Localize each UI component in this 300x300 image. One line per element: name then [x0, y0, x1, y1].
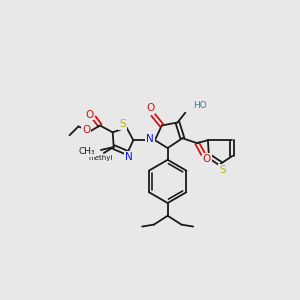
Text: HO: HO: [193, 101, 207, 110]
Text: S: S: [219, 165, 226, 175]
Text: O: O: [203, 154, 211, 164]
Text: N: N: [146, 134, 154, 144]
Text: O: O: [82, 125, 90, 135]
Text: S: S: [119, 119, 126, 130]
Text: N: N: [124, 152, 132, 162]
Text: O: O: [146, 103, 154, 113]
Text: O: O: [85, 110, 93, 120]
Text: CH₃: CH₃: [78, 148, 95, 157]
Text: methyl: methyl: [89, 155, 113, 161]
